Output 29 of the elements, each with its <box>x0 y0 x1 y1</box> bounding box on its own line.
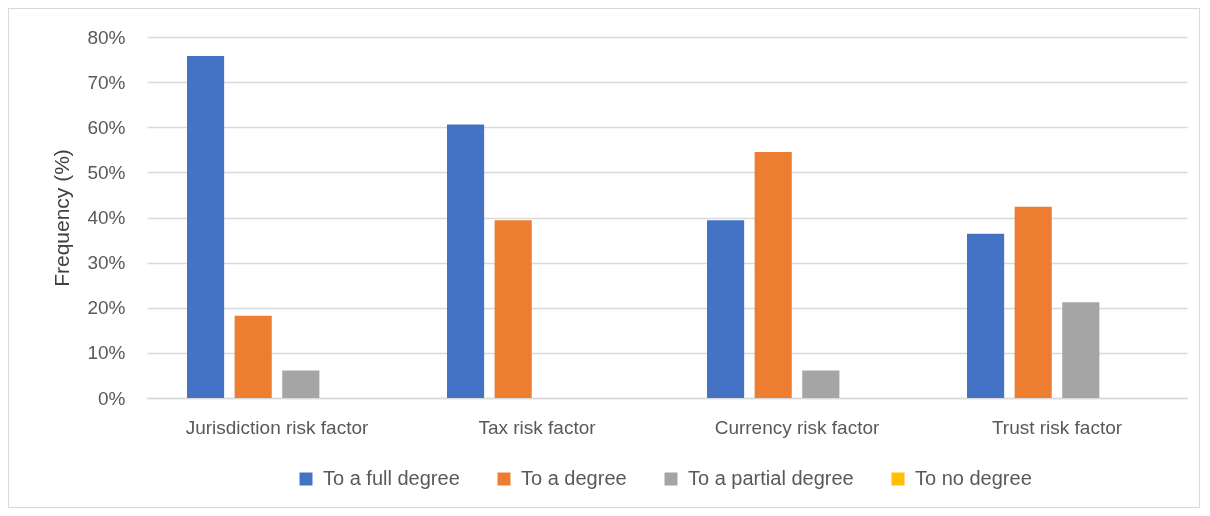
bar <box>967 233 1005 398</box>
y-tick-label: 70% <box>87 71 126 93</box>
legend-label: To a full degree <box>323 467 460 489</box>
bar <box>1062 302 1100 398</box>
y-tick-label: 60% <box>87 116 126 138</box>
y-axis-title: Frequency (%) <box>50 149 74 287</box>
bar <box>186 55 225 398</box>
y-tick-label: 20% <box>87 297 126 319</box>
y-tick-label: 80% <box>87 26 126 48</box>
bar <box>802 370 840 398</box>
legend-label: To no degree <box>915 467 1032 489</box>
legend-label: To a degree <box>521 467 627 489</box>
y-tick-label: 50% <box>87 161 126 183</box>
x-tick-label: Jurisdiction risk factor <box>185 416 369 438</box>
y-tick-label: 30% <box>87 252 126 274</box>
y-tick-label: 10% <box>87 342 126 364</box>
bar <box>494 220 532 398</box>
bar <box>447 124 485 398</box>
legend-label: To a partial degree <box>688 467 854 489</box>
x-tick-label: Trust risk factor <box>991 416 1123 438</box>
x-tick-label: Currency risk factor <box>714 416 881 438</box>
bar <box>707 220 745 398</box>
x-tick-label: Tax risk factor <box>478 416 597 438</box>
bar <box>234 315 272 398</box>
bar <box>1014 206 1052 398</box>
y-tick-label: 40% <box>87 207 126 228</box>
bar <box>754 152 792 398</box>
bar <box>282 370 320 398</box>
y-tick-label: 0% <box>98 387 126 409</box>
